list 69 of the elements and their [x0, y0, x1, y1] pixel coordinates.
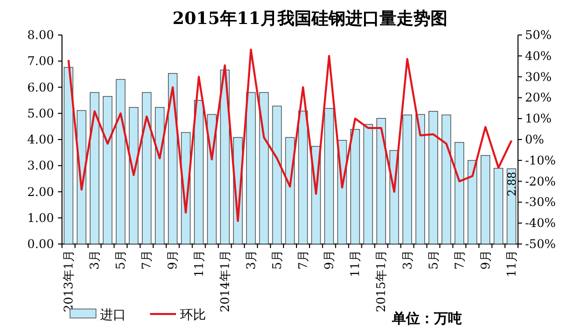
bar [416, 114, 426, 244]
bar [298, 110, 308, 244]
y2-tick-label: 10% [525, 112, 552, 126]
bar [154, 107, 164, 244]
x-tick-label: 9月 [166, 250, 180, 270]
x-tick-label: 11月 [504, 250, 518, 278]
bar [259, 92, 269, 244]
x-tick-label: 3月 [400, 250, 414, 270]
bar [324, 108, 334, 244]
bar [64, 67, 74, 244]
bar [116, 79, 126, 244]
x-tick-label: 5月 [426, 250, 440, 270]
x-tick-label: 5月 [114, 250, 128, 270]
y2-tick-label: 20% [525, 90, 552, 105]
y2-tick-label: -20% [525, 174, 556, 188]
y-tick-label: 3.00 [27, 158, 54, 173]
y-tick-label: 8.00 [27, 28, 54, 42]
y2-tick-label: 30% [525, 70, 552, 84]
y2-tick-label: -50% [525, 237, 556, 251]
bar [350, 129, 360, 244]
bar [402, 114, 412, 244]
x-tick-label: 2015年1月 [374, 250, 388, 312]
y-tick-label: 4.00 [27, 132, 54, 146]
y2-tick-label: 50% [525, 28, 552, 42]
bar [246, 92, 256, 244]
y2-tick-label: -30% [525, 195, 556, 210]
x-tick-label: 2014年1月 [218, 250, 232, 312]
x-tick-label: 11月 [192, 250, 206, 278]
bar [468, 160, 478, 244]
bar [454, 142, 464, 244]
y2-tick-label: 40% [525, 48, 552, 63]
y2-tick-label: -40% [525, 216, 556, 230]
bar [220, 70, 230, 244]
chart-title: 2015年11月我国硅钢进口量走势图 [172, 9, 448, 29]
bar [363, 124, 373, 244]
legend-label: 进口 [100, 308, 126, 323]
x-tick-label: 7月 [296, 250, 310, 270]
y-tick-label: 7.00 [27, 54, 54, 68]
bar [376, 118, 386, 244]
bar [128, 107, 138, 244]
bar [90, 92, 100, 244]
y2-tick-label: 0% [525, 132, 544, 146]
bar [194, 100, 204, 244]
bar [442, 114, 452, 244]
y-tick-label: 1.00 [27, 210, 54, 225]
bar [272, 106, 282, 244]
x-tick-label: 5月 [270, 250, 284, 270]
data-label: 2.88 [505, 172, 518, 196]
y-tick-label: 2.00 [27, 184, 54, 199]
bar [285, 137, 295, 244]
x-tick-label: 7月 [452, 250, 466, 270]
y2-tick-label: -10% [525, 153, 556, 168]
y-tick-label: 6.00 [27, 80, 54, 94]
legend-label: 环比 [180, 308, 206, 323]
x-tick-label: 9月 [478, 250, 492, 270]
bar [480, 155, 490, 244]
bar [428, 110, 438, 244]
bar [168, 73, 178, 244]
y-tick-label: 0.00 [27, 237, 54, 251]
text: 单位：万吨 [391, 311, 462, 327]
x-tick-label: 9月 [322, 250, 336, 270]
y-tick-label: 5.00 [27, 106, 54, 120]
x-tick-label: 11月 [348, 250, 362, 278]
x-tick-label: 3月 [88, 250, 102, 270]
bar [102, 96, 112, 244]
bar [142, 92, 152, 244]
x-tick-label: 7月 [140, 250, 154, 270]
bar [494, 168, 504, 244]
x-tick-label: 3月 [244, 250, 258, 270]
